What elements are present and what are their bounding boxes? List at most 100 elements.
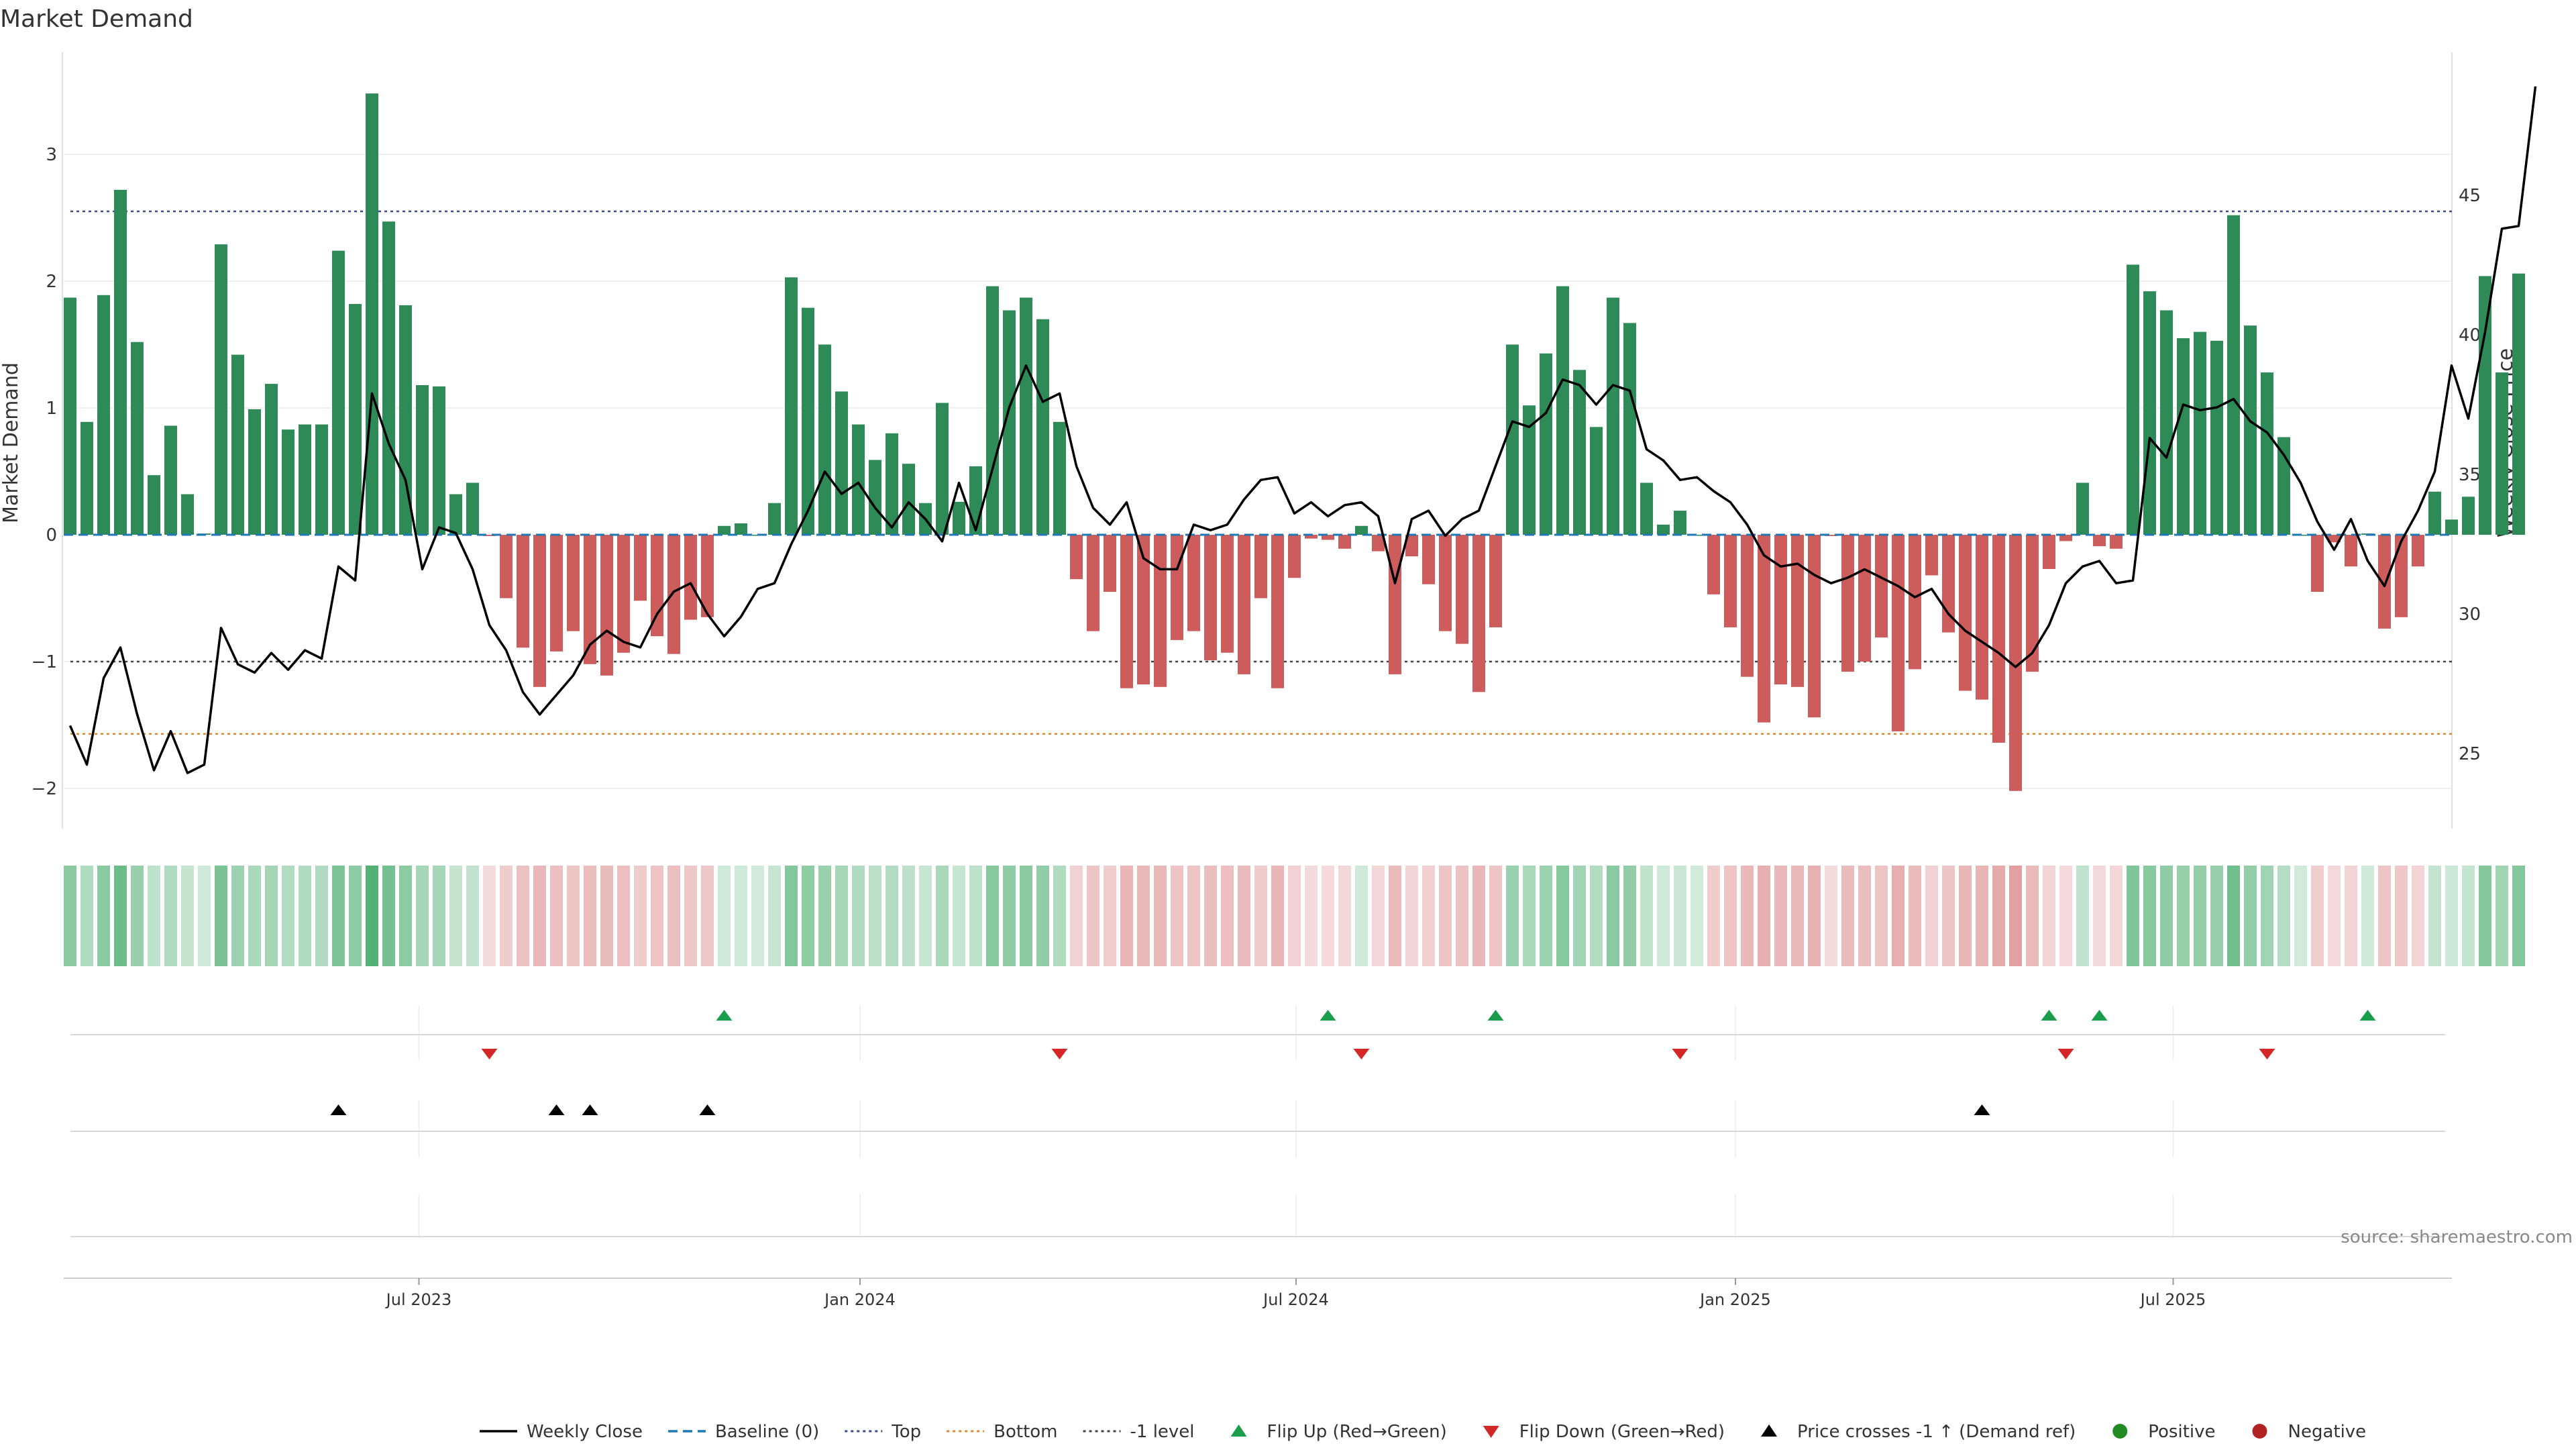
heat-cell — [1791, 866, 1804, 966]
heat-cell — [1120, 866, 1133, 966]
heat-cell — [550, 866, 563, 966]
demand-bar — [148, 475, 160, 535]
demand-bar — [1154, 535, 1167, 687]
heat-cell — [198, 866, 211, 966]
demand-bar — [684, 535, 697, 620]
heat-cell — [131, 866, 144, 966]
demand-bar — [1305, 535, 1318, 539]
heat-cell — [869, 866, 881, 966]
demand-bar — [1976, 535, 1988, 700]
flip-up-marker — [1487, 1010, 1504, 1021]
demand-bar — [2378, 535, 2391, 629]
demand-bar — [64, 297, 76, 535]
demand-bar — [1841, 535, 1854, 672]
demand-bar — [483, 535, 496, 536]
heat-cell — [517, 866, 529, 966]
y-tick-label: 1 — [46, 399, 57, 419]
heat-cell — [1389, 866, 1401, 966]
demand-bar — [1674, 511, 1686, 535]
heat-cell — [2076, 866, 2089, 966]
demand-bar — [265, 384, 278, 535]
demand-bar — [2210, 340, 2223, 535]
heat-cell — [885, 866, 898, 966]
demand-bar — [986, 286, 999, 535]
heat-cell — [1623, 866, 1636, 966]
demand-bar — [634, 535, 647, 601]
heat-cell — [299, 866, 311, 966]
legend-swatch — [2252, 1424, 2267, 1439]
demand-bar — [869, 460, 881, 535]
demand-bar — [1187, 535, 1200, 631]
heat-cell — [1489, 866, 1502, 966]
heat-cell — [2194, 866, 2206, 966]
demand-bar — [315, 424, 328, 535]
heat-cell — [80, 866, 93, 966]
demand-bar — [2311, 535, 2324, 592]
demand-bar — [902, 464, 915, 535]
heat-cell — [818, 866, 831, 966]
heat-cell — [1590, 866, 1603, 966]
y2-tick-label: 45 — [2459, 186, 2481, 206]
demand-bar — [1020, 297, 1032, 535]
y-axis-label: Market Demand — [0, 362, 23, 523]
heat-cell — [2160, 866, 2173, 966]
demand-bar — [97, 295, 110, 535]
heat-cell — [1422, 866, 1435, 966]
demand-bar — [2412, 535, 2424, 567]
heat-cell — [164, 866, 177, 966]
demand-bar — [1271, 535, 1284, 688]
y-tick-label: 3 — [46, 145, 57, 165]
heat-cell — [1036, 866, 1049, 966]
heat-cell — [282, 866, 294, 966]
heat-cell — [2026, 866, 2039, 966]
legend-label: Positive — [2148, 1422, 2215, 1442]
demand-bar — [550, 535, 563, 652]
price-cross-marker — [330, 1104, 347, 1115]
heat-cell — [1774, 866, 1787, 966]
demand-bar — [1909, 535, 1921, 670]
heat-cell — [2311, 866, 2324, 966]
y-tick-label: 0 — [46, 525, 57, 546]
demand-bar — [1070, 535, 1083, 580]
demand-bar — [567, 535, 580, 631]
heat-cell — [1405, 866, 1418, 966]
y-tick-label: −2 — [32, 779, 57, 799]
legend-swatch — [1483, 1426, 1499, 1438]
demand-bar — [1523, 405, 1536, 535]
heat-cell — [600, 866, 613, 966]
flip-up-marker — [2091, 1010, 2108, 1021]
demand-bar — [735, 523, 747, 535]
y2-tick-label: 30 — [2459, 605, 2481, 625]
heat-cell — [1020, 866, 1032, 966]
heat-cell — [902, 866, 915, 966]
demand-bar — [2160, 310, 2173, 535]
demand-bar — [1322, 535, 1334, 540]
heat-cell — [466, 866, 479, 966]
demand-bar — [2110, 535, 2123, 549]
legend-label: Flip Down (Green→Red) — [1519, 1422, 1725, 1442]
demand-bar — [1422, 535, 1435, 584]
demand-bar — [1724, 535, 1737, 627]
heat-cell — [2093, 866, 2106, 966]
demand-bar — [802, 307, 814, 535]
heat-cell — [366, 866, 378, 966]
heat-cell — [2110, 866, 2123, 966]
heat-cell — [1355, 866, 1368, 966]
demand-bar — [1858, 535, 1871, 662]
y-tick-label: 2 — [46, 272, 57, 292]
y-tick-label: −1 — [32, 652, 57, 672]
demand-bar — [2227, 215, 2240, 535]
heat-cell — [1322, 866, 1334, 966]
x-tick-label: Jul 2024 — [1262, 1290, 1329, 1309]
demand-bar — [2043, 535, 2055, 570]
heat-cell — [64, 866, 76, 966]
demand-bar — [433, 386, 445, 535]
legend-label: Top — [891, 1422, 921, 1442]
heat-cell — [1221, 866, 1234, 966]
legend-label: Weekly Close — [527, 1422, 643, 1442]
demand-bar — [1758, 535, 1770, 723]
price-cross-marker — [1974, 1104, 1990, 1115]
demand-bar — [2445, 519, 2458, 535]
demand-bar — [517, 535, 529, 648]
